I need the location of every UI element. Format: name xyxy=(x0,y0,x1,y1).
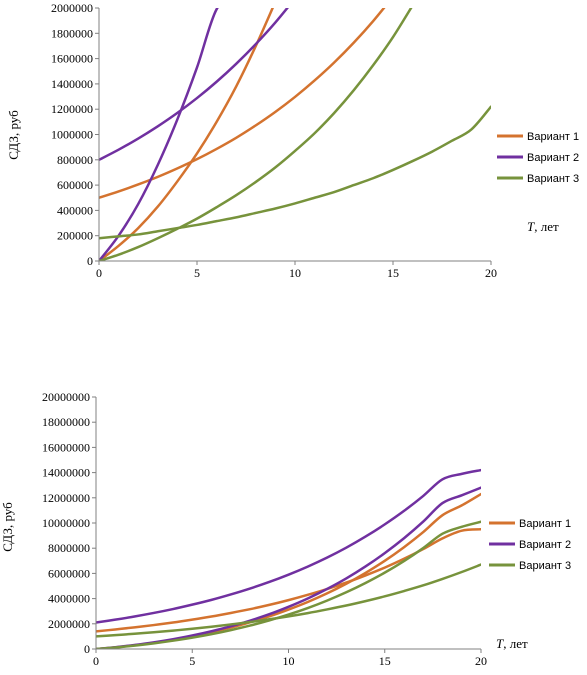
y-axis-label: СДЗ, руб xyxy=(6,110,21,160)
chart-1: 0 200000 400000 600000 800000 1000000 1200000 1… xyxy=(6,1,579,280)
y-tick-label: 1800000 xyxy=(51,26,93,40)
y-tick-label: 1400000 xyxy=(51,77,93,91)
y-tick-label: 0 xyxy=(84,642,90,656)
y-tick-label: 18000000 xyxy=(42,415,90,429)
series-line xyxy=(99,105,491,240)
y-tick-label: 14000000 xyxy=(42,466,90,480)
legend-label: Вариант 1 xyxy=(527,131,579,143)
y-tick-label: 2000000 xyxy=(48,617,90,631)
y-tick-label: 12000000 xyxy=(42,491,90,505)
legend-label: Вариант 2 xyxy=(519,539,571,551)
x-tick-label: 0 xyxy=(96,266,102,280)
x-tick-label: 15 xyxy=(379,654,391,668)
series-line xyxy=(96,520,481,649)
y-tick-label: 2000000 xyxy=(51,1,93,15)
series-line xyxy=(99,8,219,261)
legend-label: Вариант 2 xyxy=(527,152,579,164)
series-line xyxy=(99,8,274,261)
y-axis-label: СДЗ, руб xyxy=(0,502,15,552)
y-tick-label: 1000000 xyxy=(51,128,93,142)
legend-label: Вариант 3 xyxy=(527,173,579,185)
y-tick-label: 20000000 xyxy=(42,390,90,404)
series-line xyxy=(99,8,386,199)
x-tick-label: 5 xyxy=(194,266,200,280)
y-tick-label: 400000 xyxy=(57,203,93,217)
y-tick-label: 4000000 xyxy=(48,592,90,606)
y-tick-label: 600000 xyxy=(57,178,93,192)
x-tick-label: 20 xyxy=(475,654,487,668)
series-line xyxy=(99,8,413,261)
y-tick-label: 16000000 xyxy=(42,440,90,454)
chart-2: 0 2000000 4000000 6000000 8000000 10000000 120… xyxy=(0,390,571,668)
x-axis-label: T, лет xyxy=(527,219,559,234)
series-line xyxy=(96,563,481,638)
x-tick-label: 10 xyxy=(289,266,301,280)
y-tick-label: 1200000 xyxy=(51,102,93,116)
series-line xyxy=(99,8,289,162)
y-tick-label: 800000 xyxy=(57,153,93,167)
series-line xyxy=(96,468,481,624)
y-tick-label: 8000000 xyxy=(48,541,90,555)
y-tick-label: 1600000 xyxy=(51,52,93,66)
y-tick-label: 200000 xyxy=(57,229,93,243)
y-tick-label: 0 xyxy=(87,254,93,268)
x-axis-label: T, лет xyxy=(496,636,528,651)
y-tick-label: 10000000 xyxy=(42,516,90,530)
x-tick-label: 5 xyxy=(189,654,195,668)
legend-label: Вариант 3 xyxy=(519,560,571,572)
x-tick-label: 15 xyxy=(387,266,399,280)
y-tick-label: 6000000 xyxy=(48,566,90,580)
x-tick-label: 0 xyxy=(93,654,99,668)
legend-label: Вариант 1 xyxy=(519,518,571,530)
x-tick-label: 20 xyxy=(485,266,497,280)
x-tick-label: 10 xyxy=(283,654,295,668)
